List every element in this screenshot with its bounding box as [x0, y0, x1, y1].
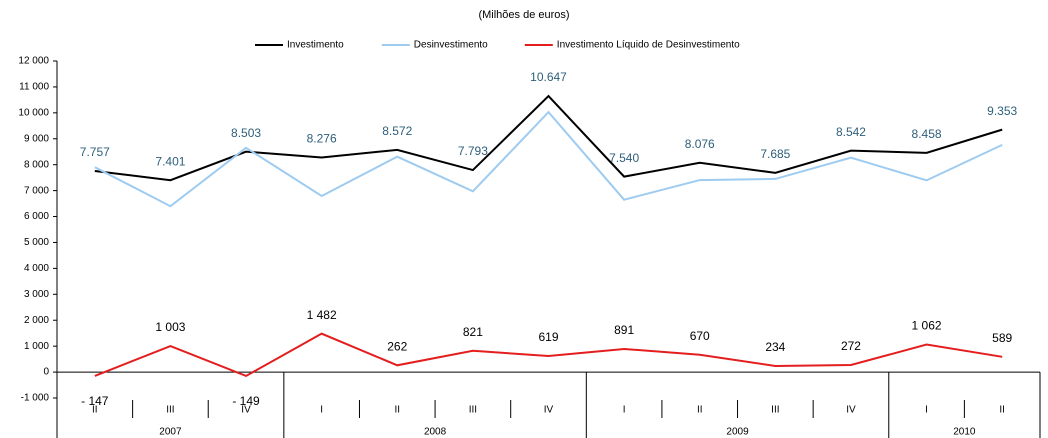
y-tick-label: 8 000 [24, 159, 49, 170]
x-tick-label: III [166, 405, 174, 416]
x-tick-label: IV [544, 405, 554, 416]
x-tick-label: I [925, 405, 928, 416]
y-tick-label: 3 000 [24, 289, 49, 300]
x-tick-label: II [92, 405, 98, 416]
data-label: 8.572 [382, 124, 412, 138]
data-label: - 149 [232, 394, 260, 408]
data-label: 670 [690, 329, 710, 343]
data-label: 7.793 [458, 144, 488, 158]
data-label: 1 003 [155, 320, 185, 334]
data-label: 1 062 [912, 319, 942, 333]
data-label: 7.757 [80, 145, 110, 159]
y-tick-label: 1 000 [24, 341, 49, 352]
data-label: 7.685 [760, 147, 790, 161]
y-tick-label: 11 000 [19, 82, 49, 93]
data-label: 7.540 [609, 151, 639, 165]
year-label: 2008 [424, 427, 447, 438]
data-label: 8.503 [231, 126, 261, 140]
series-line [94, 110, 1003, 208]
y-tick-label: 6 000 [24, 211, 49, 222]
x-tick-label: IV [846, 405, 856, 416]
data-label: 10.647 [530, 70, 567, 84]
series-line [94, 94, 1003, 182]
data-label: 891 [614, 323, 634, 337]
y-tick-label: 10 000 [18, 107, 49, 118]
chart-subtitle: (Milhões de euros) [478, 9, 569, 21]
y-tick-label: 4 000 [24, 263, 49, 274]
data-label: 821 [463, 325, 483, 339]
year-label: 2009 [726, 427, 749, 438]
x-tick-label: IV [241, 405, 251, 416]
x-tick-label: II [697, 405, 703, 416]
data-label: 272 [841, 339, 861, 353]
y-tick-label: 7 000 [24, 185, 49, 196]
year-label: 2010 [953, 427, 976, 438]
data-label: 7.401 [155, 154, 185, 168]
series-line [94, 332, 1003, 378]
x-tick-label: I [623, 405, 626, 416]
data-label: - 147 [81, 394, 109, 408]
data-label: 8.276 [307, 132, 337, 146]
data-label: 619 [538, 330, 558, 344]
x-tick-label: III [771, 405, 779, 416]
y-tick-label: 0 [43, 367, 49, 378]
data-label: 8.542 [836, 125, 866, 139]
y-tick-label: 12 000 [18, 56, 49, 67]
y-tick-label: 9 000 [24, 133, 49, 144]
x-tick-label: I [320, 405, 323, 416]
year-label: 2007 [159, 427, 182, 438]
legend-label: Desinvestimento [414, 40, 488, 51]
x-tick-label: II [999, 405, 1005, 416]
y-tick-label: 5 000 [24, 237, 49, 248]
y-tick-label: -1 000 [21, 393, 50, 404]
legend-label: Investimento [287, 40, 344, 51]
data-label: 8.458 [912, 127, 942, 141]
x-tick-label: III [469, 405, 477, 416]
data-label: 1 482 [307, 308, 337, 322]
y-tick-label: 2 000 [24, 315, 49, 326]
data-label: 9.353 [987, 104, 1017, 118]
x-tick-label: II [394, 405, 400, 416]
data-label: 234 [765, 340, 785, 354]
data-label: 589 [992, 331, 1012, 345]
data-label: 262 [387, 339, 407, 353]
legend-label: Investimento Líquido de Desinvestimento [557, 40, 740, 51]
data-label: 8.076 [685, 137, 715, 151]
